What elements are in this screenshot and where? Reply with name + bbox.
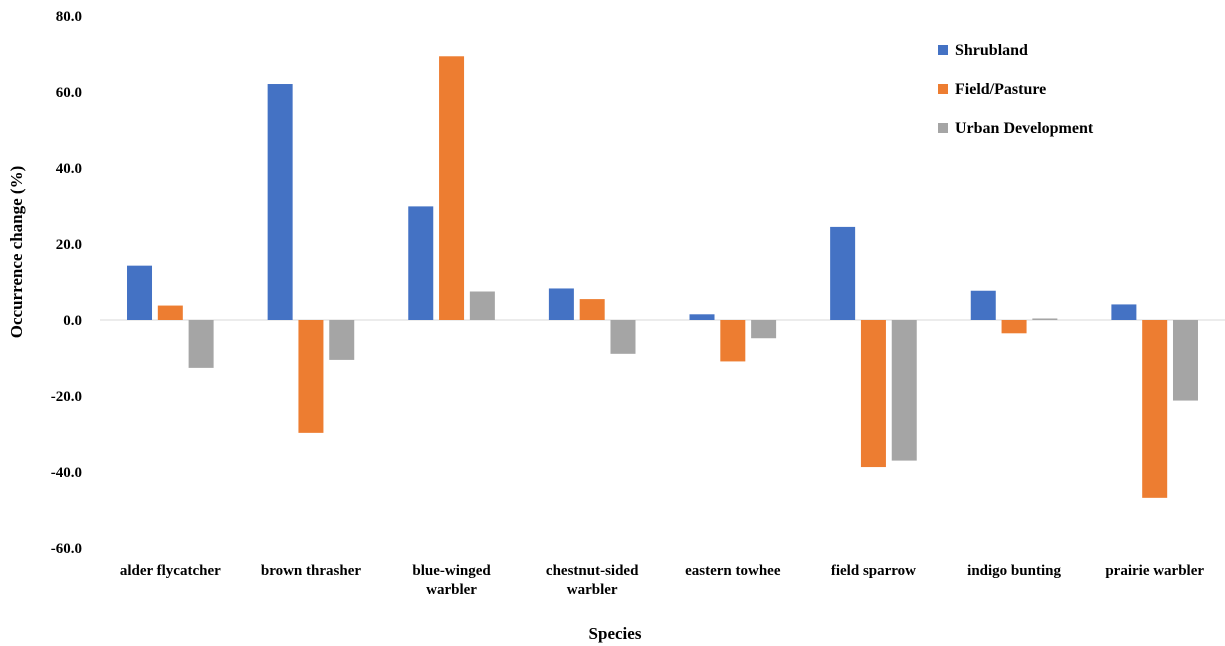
bar-shrubland-5 (830, 226, 856, 320)
x-category-label-line: warbler (567, 582, 618, 598)
x-category-label: brown thrasher (261, 563, 361, 579)
bar-field-pasture-6 (1001, 320, 1027, 334)
legend-label: Field/Pasture (955, 81, 1046, 98)
x-category-label: blue-winged warbler (412, 563, 491, 598)
bar-shrubland-1 (267, 84, 293, 321)
y-tick-label: 60.0 (56, 85, 82, 101)
x-category-label: alder flycatcher (120, 563, 221, 579)
bar-field-pasture-0 (157, 305, 183, 320)
bar-field-pasture-5 (860, 320, 886, 468)
bar-field-pasture-3 (579, 299, 605, 320)
y-axis-title: Occurrence change (%) (7, 166, 26, 338)
legend-swatch (938, 123, 948, 133)
bar-urban-development-5 (891, 320, 917, 461)
y-tick-label: -20.0 (51, 389, 82, 405)
bar-urban-development-1 (329, 320, 355, 360)
legend-swatch (938, 45, 948, 55)
bar-urban-development-2 (469, 291, 495, 320)
x-category-label-line: prairie warbler (1105, 563, 1204, 579)
bar-shrubland-7 (1111, 304, 1137, 320)
bar-field-pasture-4 (720, 320, 746, 362)
bar-shrubland-6 (970, 290, 996, 320)
y-tick-label: 80.0 (56, 9, 82, 25)
bar-field-pasture-1 (298, 320, 324, 433)
x-axis-title: Species (589, 624, 642, 643)
x-category-label: prairie warbler (1105, 563, 1204, 579)
legend-swatch (938, 84, 948, 94)
x-category-label: indigo bunting (967, 563, 1061, 579)
x-category-label-line: blue-winged (412, 563, 491, 579)
x-category-label-line: field sparrow (831, 563, 916, 579)
bar-urban-development-7 (1172, 320, 1198, 401)
y-tick-label: -60.0 (51, 541, 82, 557)
y-axis-ticks: 80.0 60.0 40.0 20.0 0.0 -20.0 -40.0 -60.0 (51, 9, 82, 557)
x-category-label: eastern towhee (685, 563, 781, 579)
x-category-label-line: brown thrasher (261, 563, 361, 579)
bar-shrubland-4 (689, 314, 715, 320)
y-tick-label: 0.0 (63, 313, 82, 329)
x-category-label: field sparrow (831, 563, 916, 579)
x-category-label-line: alder flycatcher (120, 563, 221, 579)
y-tick-label: -40.0 (51, 465, 82, 481)
x-category-label: chestnut-sided warbler (546, 563, 639, 598)
x-category-label-line: eastern towhee (685, 563, 781, 579)
y-tick-label: 40.0 (56, 161, 82, 177)
bar-urban-development-4 (751, 320, 777, 339)
bar-shrubland-3 (548, 288, 574, 320)
legend-label: Urban Development (955, 120, 1094, 137)
bar-field-pasture-2 (439, 56, 465, 320)
bar-urban-development-0 (188, 320, 214, 368)
bars (127, 56, 1198, 498)
y-tick-label: 20.0 (56, 237, 82, 253)
bar-shrubland-0 (127, 265, 153, 320)
x-axis-category-labels: alder flycatcher brown thrasher blue-winge… (120, 563, 1205, 598)
x-category-label-line: indigo bunting (967, 563, 1061, 579)
bar-urban-development-3 (610, 320, 636, 354)
bar-shrubland-2 (408, 206, 434, 320)
legend: Shrubland Field/Pasture Urban Development (938, 42, 1094, 137)
bar-field-pasture-7 (1142, 320, 1168, 498)
x-category-label-line: chestnut-sided (546, 563, 639, 579)
bar-urban-development-6 (1032, 318, 1058, 320)
x-category-label-line: warbler (426, 582, 477, 598)
legend-label: Shrubland (955, 42, 1028, 59)
